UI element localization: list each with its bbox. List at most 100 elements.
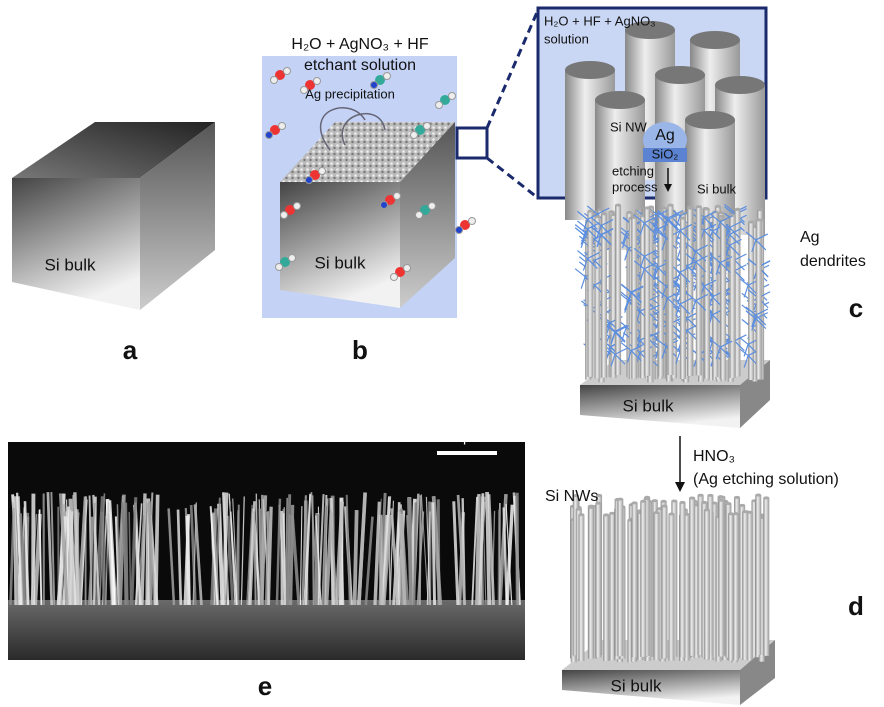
nanowire-tip — [644, 497, 650, 500]
nanowire — [755, 495, 761, 655]
cylinder-top — [655, 66, 705, 84]
nanowire — [756, 220, 762, 380]
wire-label: Si NW — [610, 119, 648, 134]
arrowhead — [675, 482, 685, 492]
nanowire — [679, 502, 685, 657]
reagent-label: HNO₃ — [693, 448, 735, 465]
sem-wire — [355, 510, 357, 605]
nanowire-tip — [742, 510, 748, 513]
nanowire-tip — [576, 508, 582, 511]
atom — [436, 102, 443, 109]
atom — [279, 123, 286, 130]
panel-a: Si bulk a — [12, 122, 215, 365]
sem-wire — [254, 512, 255, 605]
sem-substrate — [8, 600, 525, 660]
nanowire-tip — [597, 208, 603, 211]
scale-label: 1 μm — [451, 429, 482, 445]
nanowire-tip — [668, 512, 674, 515]
block-label: Si bulk — [314, 253, 366, 272]
nanowire-tip — [617, 498, 623, 501]
nanowire-tip — [661, 505, 667, 508]
step: HNO₃ (Ag etching solution) — [675, 436, 839, 492]
nanowire-tip — [734, 496, 740, 499]
nanowire — [668, 205, 674, 375]
atom — [449, 93, 456, 100]
nanowire-tip — [632, 501, 638, 504]
nanowire-tip — [696, 205, 702, 208]
scale-bar — [437, 451, 497, 455]
atom — [319, 168, 326, 175]
nanowire — [661, 506, 667, 658]
sem-wire — [381, 515, 382, 605]
sem-wire — [414, 502, 416, 605]
nanowire-tip — [757, 208, 763, 211]
nanowire — [704, 217, 710, 378]
nanowire-tip — [615, 204, 621, 207]
nanowire-tip — [609, 210, 615, 213]
nanowire-tip — [661, 207, 667, 210]
block-label: Si bulk — [622, 396, 674, 415]
nanowire-tip — [733, 512, 739, 515]
nanowire-tip — [640, 500, 646, 503]
panel-label: d — [848, 591, 864, 621]
sem-wire — [433, 502, 435, 605]
nanowire-tip — [701, 501, 707, 504]
nanowire-tip — [601, 212, 607, 215]
nanowire-tip — [671, 499, 677, 502]
atom — [391, 274, 398, 281]
nanowire-tip — [756, 218, 762, 221]
atom — [404, 265, 411, 272]
sem-wire — [156, 495, 158, 605]
nanowire-tip — [763, 496, 769, 499]
particle-label: Ag — [655, 127, 675, 144]
nanowire-tip — [704, 508, 710, 511]
nanowire-tip — [718, 215, 724, 218]
nanowire — [603, 515, 609, 661]
figure: Si bulk a H₂O + AgNO₃ + HF etchant solut… — [0, 0, 884, 707]
nanowire-tip — [661, 500, 667, 503]
cube-front — [12, 178, 140, 310]
reagents-note: etchant solution — [304, 57, 416, 74]
nanowire-tip — [668, 204, 674, 207]
wires-label: Si NWs — [545, 488, 598, 505]
panel-b: H₂O + AgNO₃ + HF etchant solution Ag pre… — [262, 10, 538, 365]
sem-wire — [409, 498, 411, 605]
oxide-label: SiO₂ — [652, 146, 679, 161]
atom — [416, 212, 423, 219]
atom — [314, 78, 321, 85]
nanowire-tip — [689, 496, 695, 499]
nanowire — [578, 515, 584, 661]
nanowire-tip — [644, 206, 650, 209]
nanowire — [654, 513, 660, 661]
nanowire-tip — [578, 513, 584, 516]
zoom-box — [457, 128, 487, 158]
nanowire-tip — [755, 494, 761, 497]
nanowire-tip — [587, 210, 593, 213]
block-label: Si bulk — [44, 255, 96, 274]
nanowire-tip — [698, 494, 704, 497]
atom — [284, 68, 291, 75]
cylinder-top — [685, 111, 735, 129]
sem-wire — [487, 492, 489, 605]
nanowire — [617, 499, 623, 656]
solution-label: solution — [544, 31, 589, 46]
atom — [306, 177, 313, 184]
nanowire-tip — [734, 208, 740, 211]
nanowire — [689, 498, 695, 656]
nanowire-tip — [718, 499, 724, 502]
body: {"panel_a":{"label":"a","block":"Si bulk… — [0, 0, 884, 707]
nanowire-tip — [707, 494, 713, 497]
panel-e: 1 μm e — [8, 429, 525, 701]
atom — [276, 264, 283, 271]
nanowire — [615, 205, 621, 375]
cylinder-top — [715, 76, 765, 94]
nanowire — [704, 510, 710, 660]
process-label: etching — [612, 163, 654, 178]
dendrite-label: dendrites — [800, 253, 866, 270]
nanowire — [763, 498, 769, 656]
nanowire-tip — [725, 502, 731, 505]
nanowires — [570, 494, 769, 663]
panel-label: e — [258, 671, 272, 701]
nanowire — [632, 503, 638, 657]
atom — [429, 203, 436, 210]
